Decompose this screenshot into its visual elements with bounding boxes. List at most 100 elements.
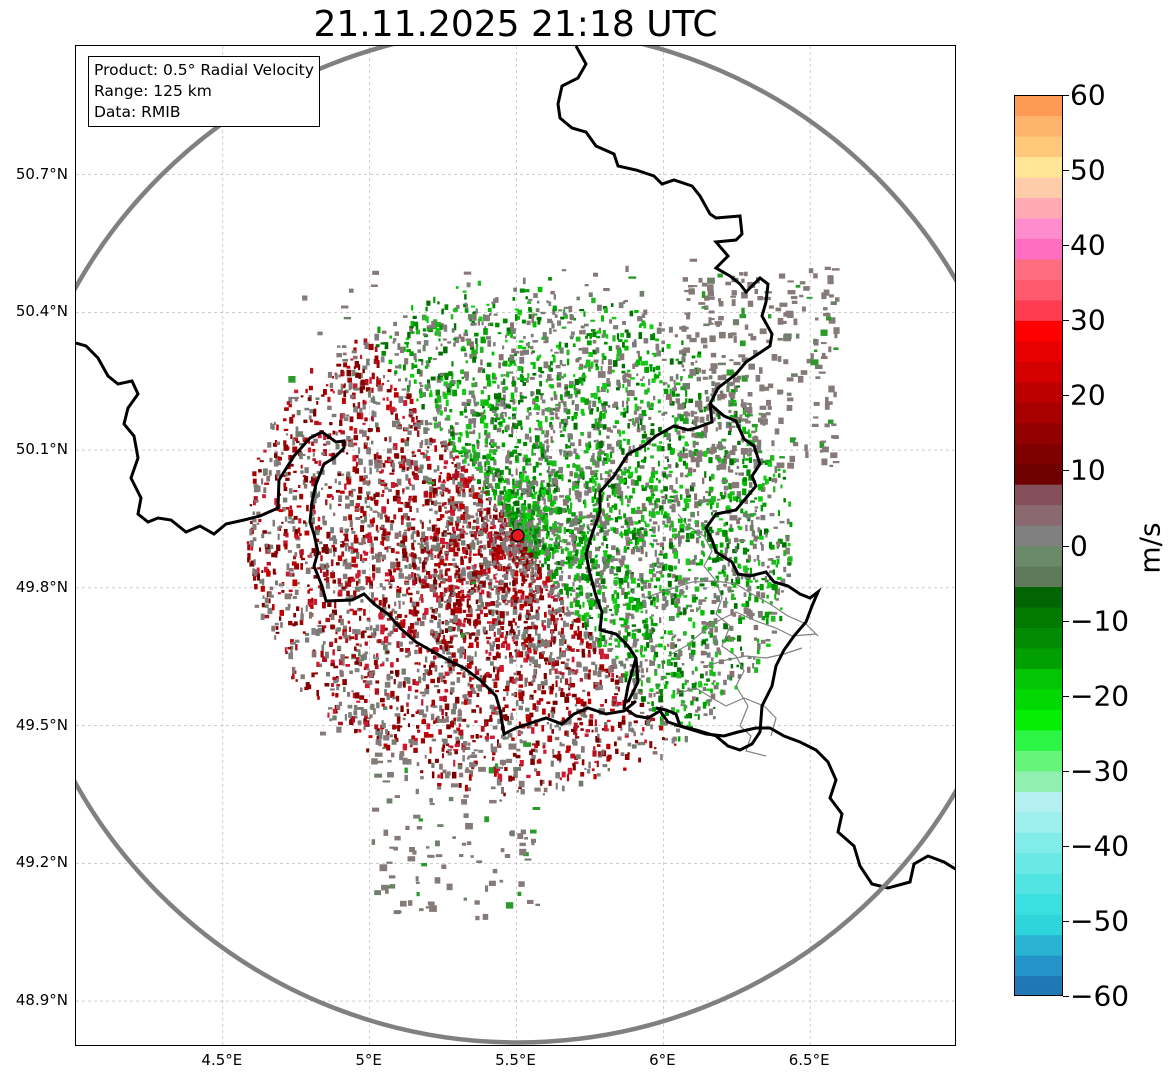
velocity-echo-pixel	[676, 612, 680, 618]
velocity-echo-pixel	[389, 575, 395, 580]
velocity-echo-pixel	[454, 450, 459, 453]
velocity-echo-pixel	[680, 704, 684, 707]
velocity-echo-pixel	[302, 479, 306, 485]
velocity-echo-pixel	[771, 559, 777, 565]
velocity-echo-pixel	[655, 503, 658, 508]
velocity-echo-pixel	[595, 637, 598, 642]
velocity-echo-pixel	[402, 551, 408, 558]
velocity-echo-pixel	[355, 643, 360, 646]
velocity-echo-pixel	[588, 650, 591, 655]
velocity-echo-pixel	[602, 460, 605, 466]
velocity-echo-pixel	[451, 361, 454, 367]
velocity-echo-pixel	[253, 500, 256, 506]
velocity-echo-pixel	[536, 481, 539, 487]
velocity-echo-pixel	[402, 535, 408, 542]
velocity-echo-pixel	[439, 454, 444, 461]
velocity-echo-pixel	[421, 522, 424, 529]
velocity-echo-pixel	[503, 479, 508, 483]
velocity-echo-pixel	[433, 296, 436, 304]
velocity-echo-pixel	[558, 726, 561, 731]
velocity-echo-pixel	[538, 426, 543, 431]
velocity-echo-pixel	[422, 578, 427, 585]
radar-map[interactable]	[75, 45, 956, 1046]
velocity-echo-pixel	[640, 674, 645, 678]
velocity-echo-pixel	[375, 492, 380, 497]
velocity-echo-pixel	[549, 461, 553, 466]
velocity-echo-pixel	[438, 547, 443, 550]
velocity-echo-pixel	[417, 729, 421, 733]
velocity-echo-pixel	[687, 518, 692, 522]
velocity-echo-pixel	[761, 599, 764, 604]
velocity-echo-pixel	[726, 574, 729, 581]
velocity-echo-pixel	[507, 489, 513, 496]
velocity-echo-pixel	[619, 468, 623, 472]
velocity-echo-pixel	[371, 440, 374, 445]
velocity-echo-pixel	[621, 370, 626, 374]
velocity-echo-pixel	[666, 459, 670, 463]
velocity-echo-pixel	[705, 701, 708, 706]
velocity-echo-pixel	[626, 546, 630, 550]
velocity-echo-pixel	[386, 546, 392, 549]
velocity-echo-pixel	[578, 585, 582, 591]
velocity-echo-pixel	[480, 412, 485, 418]
velocity-echo-pixel	[311, 651, 317, 658]
velocity-echo-pixel	[310, 367, 314, 374]
velocity-echo-pixel	[674, 426, 678, 433]
velocity-echo-pixel	[475, 704, 480, 708]
velocity-echo-pixel	[644, 720, 648, 726]
velocity-echo-pixel	[453, 337, 457, 341]
velocity-echo-pixel	[616, 406, 619, 410]
velocity-echo-pixel	[753, 459, 758, 462]
velocity-echo-pixel	[383, 483, 388, 487]
velocity-echo-pixel	[484, 672, 489, 678]
velocity-echo-pixel	[556, 522, 560, 525]
velocity-echo-pixel	[650, 488, 654, 493]
velocity-echo-pixel	[636, 638, 640, 642]
velocity-echo-pixel	[487, 483, 493, 488]
velocity-echo-pixel	[703, 408, 707, 412]
velocity-echo-pixel	[358, 659, 361, 666]
velocity-echo-pixel	[489, 449, 493, 454]
velocity-echo-pixel	[443, 381, 448, 387]
velocity-echo-pixel	[428, 759, 432, 764]
velocity-echo-pixel	[455, 468, 458, 472]
velocity-echo-pixel	[325, 440, 331, 445]
velocity-echo-pixel	[685, 705, 688, 709]
velocity-echo-pixel	[406, 466, 409, 471]
velocity-echo-pixel	[523, 578, 528, 582]
velocity-echo-pixel	[365, 505, 371, 508]
velocity-echo-pixel	[421, 584, 426, 589]
velocity-echo-pixel	[553, 294, 556, 300]
velocity-echo-pixel	[314, 672, 318, 675]
radar-map-canvas	[76, 46, 955, 1045]
velocity-echo-pixel	[713, 716, 716, 720]
velocity-echo-pixel	[496, 778, 502, 786]
velocity-echo-pixel	[694, 520, 697, 524]
velocity-echo-pixel	[389, 578, 395, 582]
velocity-echo-pixel	[500, 374, 504, 377]
velocity-echo-pixel	[427, 527, 431, 531]
velocity-echo-pixel	[471, 539, 474, 544]
velocity-echo-pixel	[571, 539, 576, 547]
velocity-echo-pixel	[715, 531, 720, 536]
velocity-echo-pixel	[311, 628, 316, 635]
velocity-echo-pixel	[699, 409, 703, 413]
velocity-echo-pixel	[491, 556, 495, 564]
velocity-echo-pixel	[753, 512, 757, 516]
velocity-echo-pixel	[526, 648, 532, 654]
velocity-echo-pixel	[345, 664, 350, 667]
velocity-echo-pixel	[476, 629, 481, 636]
velocity-echo-pixel	[530, 758, 535, 765]
velocity-echo-pixel	[680, 376, 683, 380]
velocity-echo-pixel	[409, 351, 414, 356]
velocity-echo-pixel	[473, 760, 478, 765]
velocity-echo-pixel	[305, 567, 311, 574]
velocity-echo-pixel	[590, 393, 595, 398]
velocity-echo-pixel	[571, 669, 575, 673]
velocity-echo-pixel	[574, 610, 580, 616]
velocity-echo-pixel	[748, 580, 753, 583]
velocity-echo-pixel	[409, 629, 414, 633]
velocity-echo-pixel	[328, 486, 332, 489]
velocity-echo-pixel	[586, 643, 592, 649]
velocity-echo-pixel	[437, 677, 440, 683]
